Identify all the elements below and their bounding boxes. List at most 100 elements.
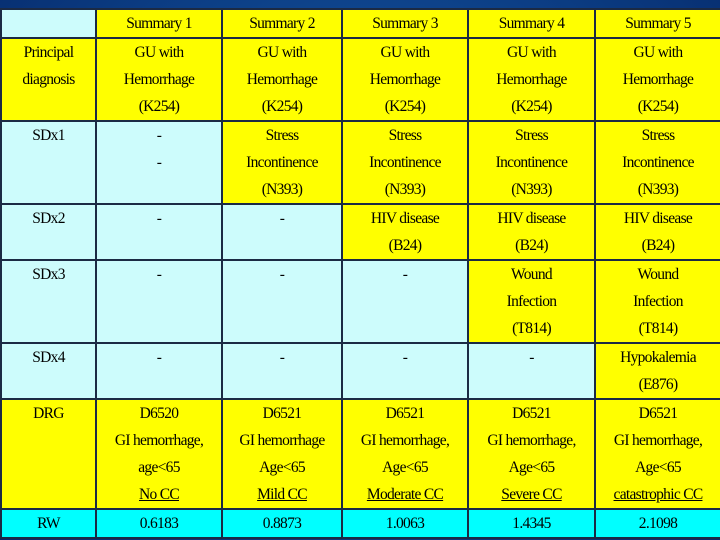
cell-line: (N393): [384, 181, 426, 198]
sdx2-cell-1: -: [95, 203, 223, 261]
cell-line: GU with: [134, 44, 185, 61]
cell-line: (N393): [637, 181, 679, 198]
drg-cell-5: D6521 GI hemorrhage, Age<65 catastrophic…: [594, 398, 720, 510]
cell-line: GI hemorrhage,: [613, 432, 703, 449]
cell-line: (K254): [138, 98, 180, 115]
cell-line: -: [156, 210, 162, 227]
cell-line: Stress: [388, 127, 423, 144]
drg-row: DRG D6520 GI hemorrhage, age<65 No CC D6…: [0, 398, 720, 510]
sdx1-cell-1: - -: [95, 120, 223, 205]
cell-line: Hypokalemia: [620, 349, 697, 366]
cell-line: (B24): [641, 237, 675, 254]
cell-line: (N393): [511, 181, 552, 198]
header-empty-cell: [0, 8, 97, 39]
cell-line: -: [402, 266, 408, 283]
rw-cell-3: 1.0063: [341, 508, 469, 539]
header-summary-4: Summary 4: [467, 8, 596, 39]
header-row: Summary 1 Summary 2 Summary 3 Summary 4 …: [0, 8, 720, 39]
principal-cell-3: GU with Hemorrhage (K254): [341, 37, 469, 122]
cell-line: D6521: [385, 405, 425, 422]
cell-line: (K254): [261, 98, 303, 115]
sdx1-cell-5: Stress Incontinence (N393): [594, 120, 720, 205]
cell-line: -: [156, 349, 162, 366]
cell-line: -: [279, 349, 285, 366]
cell-line: Hemorrhage: [123, 71, 195, 88]
rw-cell-5: 2.1098: [594, 508, 720, 539]
principal-cell-5: GU with Hemorrhage (K254): [594, 37, 720, 122]
sdx2-row: SDx2 - - HIV disease (B24) HIV disease (…: [0, 203, 720, 261]
cell-line: (B24): [515, 237, 548, 254]
cell-line: Infection: [506, 293, 557, 310]
cell-line: -: [156, 154, 162, 171]
sdx3-row: SDx3 - - - Wound Infection (T814) Wound …: [0, 259, 720, 344]
sdx4-row: SDx4 - - - - Hypokalemia (E876): [0, 342, 720, 400]
row-label-sdx3: SDx3: [0, 259, 97, 344]
label-line: diagnosis: [22, 71, 75, 88]
cell-line: -: [279, 266, 285, 283]
header-summary-5: Summary 5: [594, 8, 720, 39]
cell-line: (K254): [637, 98, 679, 115]
cell-line: catastrophic CC: [613, 486, 704, 503]
cell-line: Age<65: [259, 459, 306, 476]
row-label-drg: DRG: [0, 398, 97, 510]
cell-line: Age<65: [382, 459, 429, 476]
cell-line: Hemorrhage: [246, 71, 318, 88]
drg-cell-1: D6520 GI hemorrhage, age<65 No CC: [95, 398, 223, 510]
cell-line: -: [402, 349, 408, 366]
sdx3-cell-2: -: [221, 259, 343, 344]
cell-line: Age<65: [508, 459, 556, 476]
sdx2-cell-2: -: [221, 203, 343, 261]
cell-line: Stress: [515, 127, 549, 144]
cell-line: GU with: [380, 44, 431, 61]
header-summary-1: Summary 1: [95, 8, 223, 39]
row-label-sdx4: SDx4: [0, 342, 97, 400]
cell-line: GI hemorrhage,: [360, 432, 450, 449]
summary-table: Summary 1 Summary 2 Summary 3 Summary 4 …: [0, 8, 720, 539]
cell-line: age<65: [138, 459, 180, 476]
cell-line: HIV disease: [497, 210, 566, 227]
cell-line: Moderate CC: [366, 486, 444, 503]
sdx2-cell-4: HIV disease (B24): [467, 203, 596, 261]
cell-line: Hemorrhage: [622, 71, 694, 88]
cell-line: Hemorrhage: [369, 71, 441, 88]
cell-line: D6521: [512, 405, 551, 422]
cell-line: -: [156, 266, 162, 283]
sdx4-cell-5: Hypokalemia (E876): [594, 342, 720, 400]
sdx2-cell-3: HIV disease (B24): [341, 203, 469, 261]
principal-cell-1: GU with Hemorrhage (K254): [95, 37, 223, 122]
sdx3-cell-3: -: [341, 259, 469, 344]
drg-cell-2: D6521 GI hemorrhage Age<65 Mild CC: [221, 398, 343, 510]
cell-line: GU with: [633, 44, 684, 61]
sdx1-cell-4: Stress Incontinence (N393): [467, 120, 596, 205]
sdx1-cell-3: Stress Incontinence (N393): [341, 120, 469, 205]
drg-cell-4: D6521 GI hemorrhage, Age<65 Severe CC: [467, 398, 596, 510]
cell-line: Infection: [633, 293, 683, 310]
cell-line: Incontinence: [369, 154, 441, 171]
cell-line: No CC: [139, 486, 180, 503]
row-label-sdx1: SDx1: [0, 120, 97, 205]
rw-cell-4: 1.4345: [467, 508, 596, 539]
sdx4-cell-1: -: [95, 342, 223, 400]
sdx4-cell-2: -: [221, 342, 343, 400]
cell-line: Mild CC: [257, 486, 307, 503]
sdx4-cell-4: -: [467, 342, 596, 400]
cell-line: D6521: [262, 405, 302, 422]
cell-line: -: [156, 127, 162, 144]
drg-cell-3: D6521 GI hemorrhage, Age<65 Moderate CC: [341, 398, 469, 510]
label-line: Principal: [23, 44, 74, 61]
row-label-rw: RW: [0, 508, 97, 539]
cell-line: (N393): [261, 181, 303, 198]
cell-line: (T814): [638, 320, 679, 337]
header-summary-3: Summary 3: [341, 8, 469, 39]
sdx4-cell-3: -: [341, 342, 469, 400]
principal-cell-2: GU with Hemorrhage (K254): [221, 37, 343, 122]
principal-cell-4: GU with Hemorrhage (K254): [467, 37, 596, 122]
rw-cell-2: 0.8873: [221, 508, 343, 539]
sdx3-cell-5: Wound Infection (T814): [594, 259, 720, 344]
cell-line: (K254): [384, 98, 426, 115]
cell-line: Incontinence: [246, 154, 318, 171]
cell-line: HIV disease: [370, 210, 440, 227]
cell-line: D6520: [139, 405, 179, 422]
cell-line: Wound: [511, 266, 553, 283]
row-label-sdx2: SDx2: [0, 203, 97, 261]
